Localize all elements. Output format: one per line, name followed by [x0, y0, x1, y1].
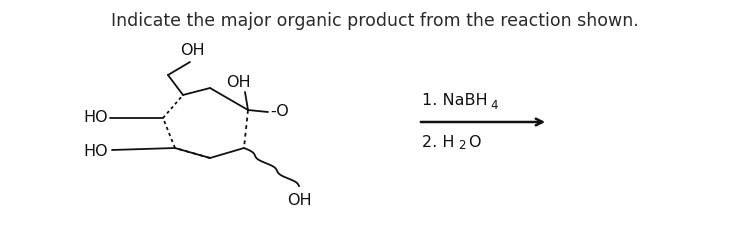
Text: OH: OH: [226, 75, 250, 90]
Text: OH: OH: [287, 193, 312, 208]
Text: 2: 2: [458, 139, 466, 152]
Text: -O: -O: [270, 105, 288, 120]
Text: HO: HO: [83, 110, 108, 125]
Text: O: O: [468, 135, 481, 150]
Text: Indicate the major organic product from the reaction shown.: Indicate the major organic product from …: [111, 12, 639, 30]
Text: 4: 4: [490, 99, 497, 112]
Text: 2. H: 2. H: [422, 135, 454, 150]
Text: HO: HO: [83, 145, 108, 160]
Text: OH: OH: [179, 43, 204, 58]
Text: 1. NaBH: 1. NaBH: [422, 93, 487, 108]
